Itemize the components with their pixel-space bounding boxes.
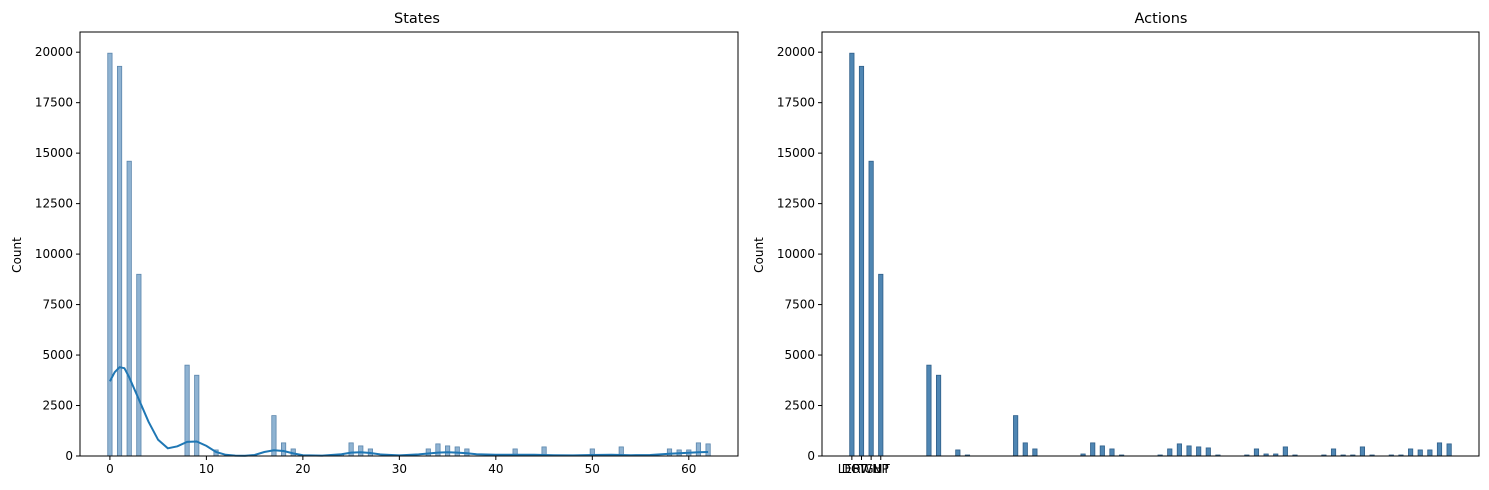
histogram-bar	[1446, 443, 1452, 457]
y-tick-label: 12500	[35, 197, 73, 211]
histogram-bar	[1196, 446, 1202, 457]
histogram-bar	[107, 52, 113, 457]
histogram-bar	[136, 273, 142, 457]
y-tick-label: 7500	[42, 298, 73, 312]
histogram-bar	[705, 443, 711, 457]
y-axis-label: Count	[10, 237, 24, 273]
x-tick-label: UP	[873, 462, 889, 476]
x-tick-label: DOWN	[842, 462, 882, 476]
histogram-bar	[1186, 445, 1192, 457]
histogram-bar	[858, 65, 865, 457]
y-tick-label: 10000	[35, 247, 73, 261]
y-tick-label: 10000	[777, 247, 815, 261]
x-tick-label: RIGHT	[852, 462, 890, 476]
y-tick-label: 2500	[784, 399, 815, 413]
y-tick-label: 15000	[777, 146, 815, 160]
histogram-bar	[695, 442, 702, 457]
histogram-bar	[1090, 442, 1096, 457]
kde-line	[109, 366, 709, 457]
y-tick-label: 0	[65, 449, 73, 463]
chart-states: States Count 0 2500 5000 7500 10000 12500 1500…	[10, 11, 739, 476]
histogram-bar	[1427, 449, 1433, 457]
y-tick-label: 15000	[35, 146, 73, 160]
histogram-bar	[935, 374, 942, 457]
histogram-bar	[281, 442, 287, 457]
histogram-bar	[878, 273, 884, 457]
histogram-bar	[1022, 442, 1028, 457]
histogram-bar	[1436, 442, 1443, 457]
x-tick-label: 0	[106, 462, 114, 476]
histogram-bar	[454, 446, 460, 457]
histogram-bar	[1032, 448, 1038, 457]
x-tick-label: 20	[295, 462, 310, 476]
histogram-bar	[348, 442, 354, 457]
x-tick-label: LEFT	[838, 462, 867, 476]
x-tick-label: 60	[681, 462, 696, 476]
histogram-bar	[1408, 448, 1414, 457]
chart-title: States	[394, 11, 440, 27]
histogram-bar	[445, 445, 451, 457]
y-axis-label: Count	[752, 237, 766, 273]
y-tick-label: 17500	[35, 96, 73, 110]
histogram-bar	[849, 52, 855, 457]
y-tick-label: 5000	[42, 348, 73, 362]
histogram-bar	[868, 160, 874, 457]
histogram-bar	[1282, 446, 1288, 457]
histogram-bar	[126, 160, 132, 457]
histogram-bar	[435, 443, 441, 457]
histogram-bar	[1359, 446, 1366, 457]
histogram-bar	[358, 445, 364, 457]
x-tick-label: 10	[199, 462, 214, 476]
y-tick-label: 2500	[42, 399, 73, 413]
y-tick-label: 20000	[35, 45, 73, 59]
y-tick-label: 17500	[777, 96, 815, 110]
histogram-bar	[926, 364, 932, 457]
x-tick-label: 40	[488, 462, 503, 476]
chart-actions: Actions Count 0 2500 5000 7500 10000 12500 150…	[752, 11, 1480, 476]
histogram-bar	[1167, 448, 1173, 457]
histogram-bar	[1330, 448, 1337, 457]
y-axis-ticks: 0 2500 5000 7500 10000 12500 15000 17500 20000	[35, 45, 80, 463]
histogram-bar	[1205, 447, 1211, 457]
x-axis-ticks: 0 10 20 30 40 50 60	[106, 456, 696, 476]
x-tick-label: 30	[392, 462, 407, 476]
histogram-bar	[1109, 448, 1115, 457]
y-tick-label: 7500	[784, 298, 815, 312]
x-tick-label: 50	[585, 462, 600, 476]
y-axis-ticks: 0 2500 5000 7500 10000 12500 15000 17500 20000	[777, 45, 822, 463]
histogram-bar	[1099, 445, 1105, 457]
histogram-bar	[666, 448, 673, 457]
histogram-bar	[1013, 415, 1019, 457]
histogram-bar	[1253, 448, 1260, 457]
y-tick-label: 20000	[777, 45, 815, 59]
plot-area-frame	[821, 31, 1480, 457]
histogram-bar	[1176, 443, 1182, 457]
y-tick-label: 0	[807, 449, 815, 463]
histogram-bar	[955, 449, 961, 457]
chart-title: Actions	[1135, 11, 1188, 27]
histogram-bar	[1417, 449, 1423, 457]
bar-series	[849, 52, 1452, 457]
y-tick-label: 5000	[784, 348, 815, 362]
y-tick-label: 12500	[777, 197, 815, 211]
histogram-bar	[194, 374, 200, 457]
histogram-bar	[116, 65, 123, 457]
plot-area-frame	[79, 31, 739, 457]
